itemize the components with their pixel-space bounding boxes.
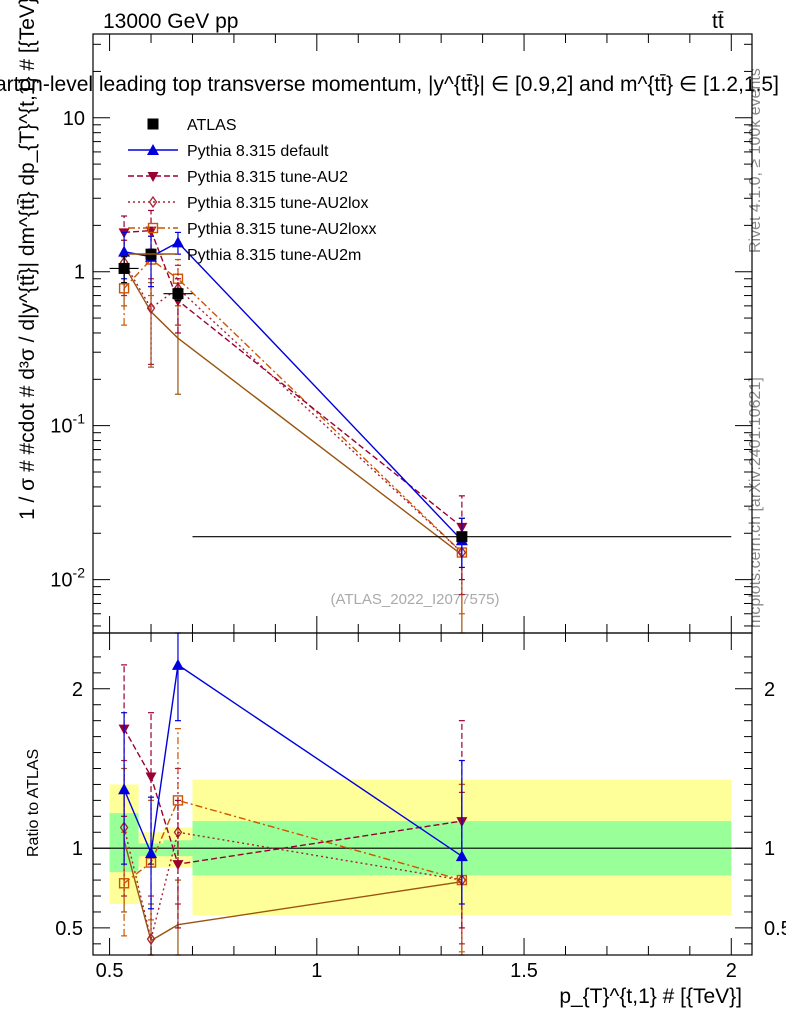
series-atlas: [109, 248, 732, 543]
series-line: [123, 262, 463, 554]
y-tick-exponent: -2: [73, 565, 86, 581]
data-point: [118, 878, 130, 889]
legend-entry: Pythia 8.315 tune-AU2lox: [128, 195, 368, 212]
ratio-y-tick-label: 0.5: [55, 918, 83, 940]
series-line: [123, 264, 463, 556]
ratio-panel: 0.5 0.5 1 1 2 2 0.5 1 1.5 2: [55, 632, 786, 982]
series-line: [123, 799, 463, 884]
y-tick-label: 10-1: [50, 411, 85, 438]
series-line: [123, 728, 462, 865]
series-line: [124, 229, 463, 528]
data-point: [171, 658, 184, 670]
data-point: [456, 531, 468, 543]
x-tick-label: 0.5: [96, 960, 124, 982]
data-point: [145, 772, 157, 783]
legend-marker: [147, 222, 159, 234]
x-axis-label: p_{T}^{t,1} # [{TeV}]: [559, 985, 742, 1008]
main-y-axis-label: 1 / σ # #cdot # d³σ / d|y^{tt̄}| dm^{tt̄…: [16, 0, 39, 520]
side-label-rivet: Rivet 4.1.0, ≥ 100k events: [747, 68, 764, 253]
legend-marker: [147, 118, 159, 130]
x-tick-label: 1: [311, 960, 322, 982]
data-point: [118, 245, 131, 257]
data-point: [145, 846, 158, 858]
energy-label: 13000 GeV pp: [103, 10, 238, 33]
series-pythia-8-315-default: [118, 632, 468, 910]
series-pythia-8-315-tune-au2: [118, 209, 468, 581]
plot-title: arton-level leading top transverse momen…: [0, 73, 779, 96]
data-point: [172, 860, 184, 871]
legend: ATLAS Pythia 8.315 default Pythia 8.315 tu…: [128, 117, 376, 264]
data-point: [171, 236, 184, 248]
y-tick-label: 10-2: [50, 565, 85, 592]
side-label-mcplots: mcplots.cern.ch [arXiv:2401.10621]: [747, 377, 764, 628]
data-point: [118, 783, 131, 795]
legend-marker: [147, 172, 159, 182]
series-pythia-8-315-tune-au2loxx: [118, 235, 468, 615]
series-pythia-8-315-tune-au2m: [121, 239, 465, 634]
analysis-id: (ATLAS_2022_I2077575): [330, 591, 499, 608]
legend-marker: [148, 195, 158, 209]
y-tick-label: 1: [74, 262, 85, 284]
ratio-y-tick-label-right: 2: [764, 679, 775, 701]
series-line: [123, 663, 463, 857]
legend-marker: [147, 144, 159, 155]
series-line: [123, 840, 462, 942]
legend-entry: Pythia 8.315 tune-AU2m: [128, 247, 361, 264]
ratio-y-tick-label: 2: [72, 679, 83, 701]
ratio-y-tick-label: 1: [72, 838, 83, 860]
legend-label: Pythia 8.315 default: [187, 143, 329, 160]
data-point: [172, 795, 184, 806]
data-point: [455, 850, 468, 862]
x-tick-label: 1.5: [510, 960, 538, 982]
ratio-y-axis-label: Ratio to ATLAS: [25, 749, 42, 857]
legend-label: Pythia 8.315 tune-AU2: [187, 169, 348, 186]
ratio-frame: [92, 632, 753, 956]
data-point: [118, 262, 130, 274]
legend-entry: Pythia 8.315 default: [128, 143, 329, 160]
legend-entry: Pythia 8.315 tune-AU2loxx: [128, 221, 376, 238]
x-tick-label: 2: [726, 960, 737, 982]
data-point: [172, 288, 184, 300]
ratio-y-tick-label-right: 0.5: [764, 918, 786, 940]
legend-label: Pythia 8.315 tune-AU2m: [187, 247, 361, 264]
y-tick-exponent: -1: [73, 411, 86, 427]
data-point: [146, 301, 156, 315]
ratio-y-tick-label-right: 1: [764, 838, 775, 860]
y-tick-label: 10: [63, 108, 85, 130]
legend-label: Pythia 8.315 tune-AU2lox: [187, 195, 368, 212]
data-point: [146, 932, 156, 946]
legend-entry: Pythia 8.315 tune-AU2: [128, 169, 348, 186]
legend-label: Pythia 8.315 tune-AU2loxx: [187, 221, 376, 238]
legend-label: ATLAS: [187, 117, 237, 134]
series-line: [123, 258, 463, 554]
legend-entry: ATLAS: [147, 117, 237, 134]
main-panel: 10-2 10-1 1 10: [50, 33, 753, 634]
process-label: tt̄: [712, 10, 724, 33]
